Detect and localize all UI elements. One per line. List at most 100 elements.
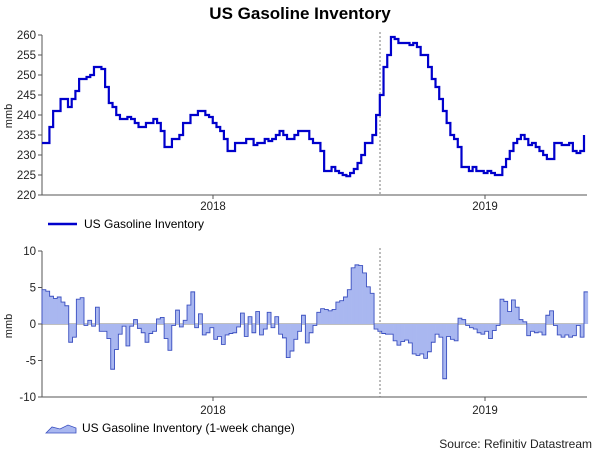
legend-area-swatch — [45, 424, 77, 434]
weekly-change-bar — [576, 324, 581, 326]
y-tick-label: 10 — [23, 246, 36, 258]
y-tick-label: -5 — [26, 356, 36, 368]
weekly-change-bar — [564, 324, 570, 335]
y-axis-title: mmb — [3, 314, 15, 338]
weekly-change-bar — [408, 324, 413, 343]
legend-label-inventory: US Gasoline Inventory — [84, 217, 204, 231]
chart-title: US Gasoline Inventory — [209, 4, 391, 23]
weekly-change-bar — [492, 324, 497, 331]
weekly-change-bar — [76, 299, 81, 324]
weekly-change-bar — [412, 324, 417, 354]
y-tick-label: 250 — [17, 70, 36, 82]
weekly-change-bar — [358, 265, 363, 324]
weekly-change-bar — [213, 324, 218, 340]
weekly-change-bar — [248, 316, 253, 324]
weekly-change-bar — [122, 324, 127, 327]
weekly-change-bar — [534, 324, 539, 333]
weekly-change-bar — [442, 324, 447, 379]
weekly-change-bar — [572, 324, 577, 336]
weekly-change-bar — [202, 324, 207, 335]
weekly-change-bar — [129, 324, 134, 327]
weekly-change-bar — [377, 324, 383, 332]
weekly-change-bar — [469, 324, 474, 328]
weekly-change-bar — [278, 324, 283, 335]
weekly-change-bar — [183, 320, 188, 324]
y-tick-label: 240 — [17, 110, 36, 122]
weekly-change-bar — [385, 324, 390, 335]
weekly-change-bar — [274, 316, 279, 324]
weekly-change-bar — [530, 324, 535, 332]
weekly-change-bar — [438, 324, 444, 338]
weekly-change-bar — [427, 324, 432, 352]
weekly-change-bar — [339, 300, 344, 324]
weekly-change-bar — [381, 324, 386, 334]
weekly-change-bar — [557, 324, 562, 335]
weekly-change-bar — [328, 310, 333, 324]
weekly-change-bar — [53, 298, 58, 324]
weekly-change-bar — [251, 324, 257, 333]
weekly-change-bar — [217, 324, 222, 337]
weekly-change-bar — [72, 324, 77, 338]
legend-label-weekly-change: US Gasoline Inventory (1-week change) — [82, 421, 295, 435]
weekly-change-bar — [519, 319, 524, 324]
weekly-change-bar — [91, 324, 96, 327]
weekly-change-bar — [297, 324, 302, 332]
weekly-change-bar — [87, 320, 92, 324]
weekly-change-bar — [145, 324, 150, 343]
weekly-change-bar — [125, 324, 131, 346]
weekly-change-bar — [450, 324, 455, 340]
weekly-change-bar — [374, 324, 379, 330]
weekly-change-bar — [103, 324, 108, 332]
weekly-change-bar — [110, 324, 115, 370]
weekly-change-bar — [255, 311, 260, 324]
weekly-change-bar — [568, 324, 573, 338]
weekly-change-bar — [416, 324, 421, 356]
y-tick-label: 220 — [17, 190, 36, 202]
bottom-series — [41, 264, 589, 380]
weekly-change-bar — [465, 324, 470, 326]
y-tick-label: 5 — [30, 283, 36, 295]
weekly-change-bar — [206, 324, 211, 333]
weekly-change-bar — [156, 318, 161, 324]
weekly-change-bar — [118, 324, 123, 335]
weekly-change-outline — [41, 264, 588, 380]
y-tick-label: 245 — [17, 90, 36, 102]
weekly-change-bar — [236, 324, 241, 327]
weekly-change-bar — [347, 289, 352, 324]
weekly-change-bar — [68, 324, 73, 343]
weekly-change-bar — [461, 319, 466, 324]
weekly-change-bar — [229, 324, 234, 334]
weekly-change-bar — [164, 324, 169, 339]
inventory-line-chart: 220 225 230 235 240 245 250 255 260 2018 2019 mmb — [3, 30, 587, 213]
weekly-change-bar — [419, 324, 424, 354]
weekly-change-bar — [511, 299, 516, 324]
y-tick-label: 230 — [17, 150, 36, 162]
y-tick-label: 0 — [30, 319, 36, 331]
weekly-change-bar — [190, 291, 195, 324]
weekly-change-bar — [171, 324, 176, 326]
weekly-change-bar — [167, 324, 173, 351]
weekly-change-bar — [309, 324, 314, 333]
weekly-change-bar — [488, 324, 493, 339]
weekly-change-bar — [49, 296, 54, 324]
weekly-change-bar — [148, 324, 153, 334]
weekly-change-bar — [45, 291, 50, 324]
weekly-change-bar — [198, 313, 203, 324]
weekly-change-bar — [141, 324, 146, 333]
weekly-change-bar — [522, 321, 528, 324]
x-tick-label: 2018 — [200, 201, 226, 213]
weekly-change-bar — [301, 315, 306, 324]
weekly-change-bar — [221, 324, 226, 345]
x-tick-label: 2019 — [472, 405, 498, 417]
weekly-change-bar — [503, 301, 508, 324]
weekly-change-bar — [316, 312, 321, 324]
weekly-change-bar — [232, 324, 237, 333]
top-series — [42, 35, 586, 178]
weekly-change-bar — [263, 324, 268, 330]
weekly-change-bar — [313, 324, 318, 326]
weekly-change-bar — [538, 324, 543, 333]
weekly-change-bar — [99, 324, 104, 332]
weekly-change-bar — [160, 317, 165, 324]
weekly-change-bar — [343, 296, 348, 324]
